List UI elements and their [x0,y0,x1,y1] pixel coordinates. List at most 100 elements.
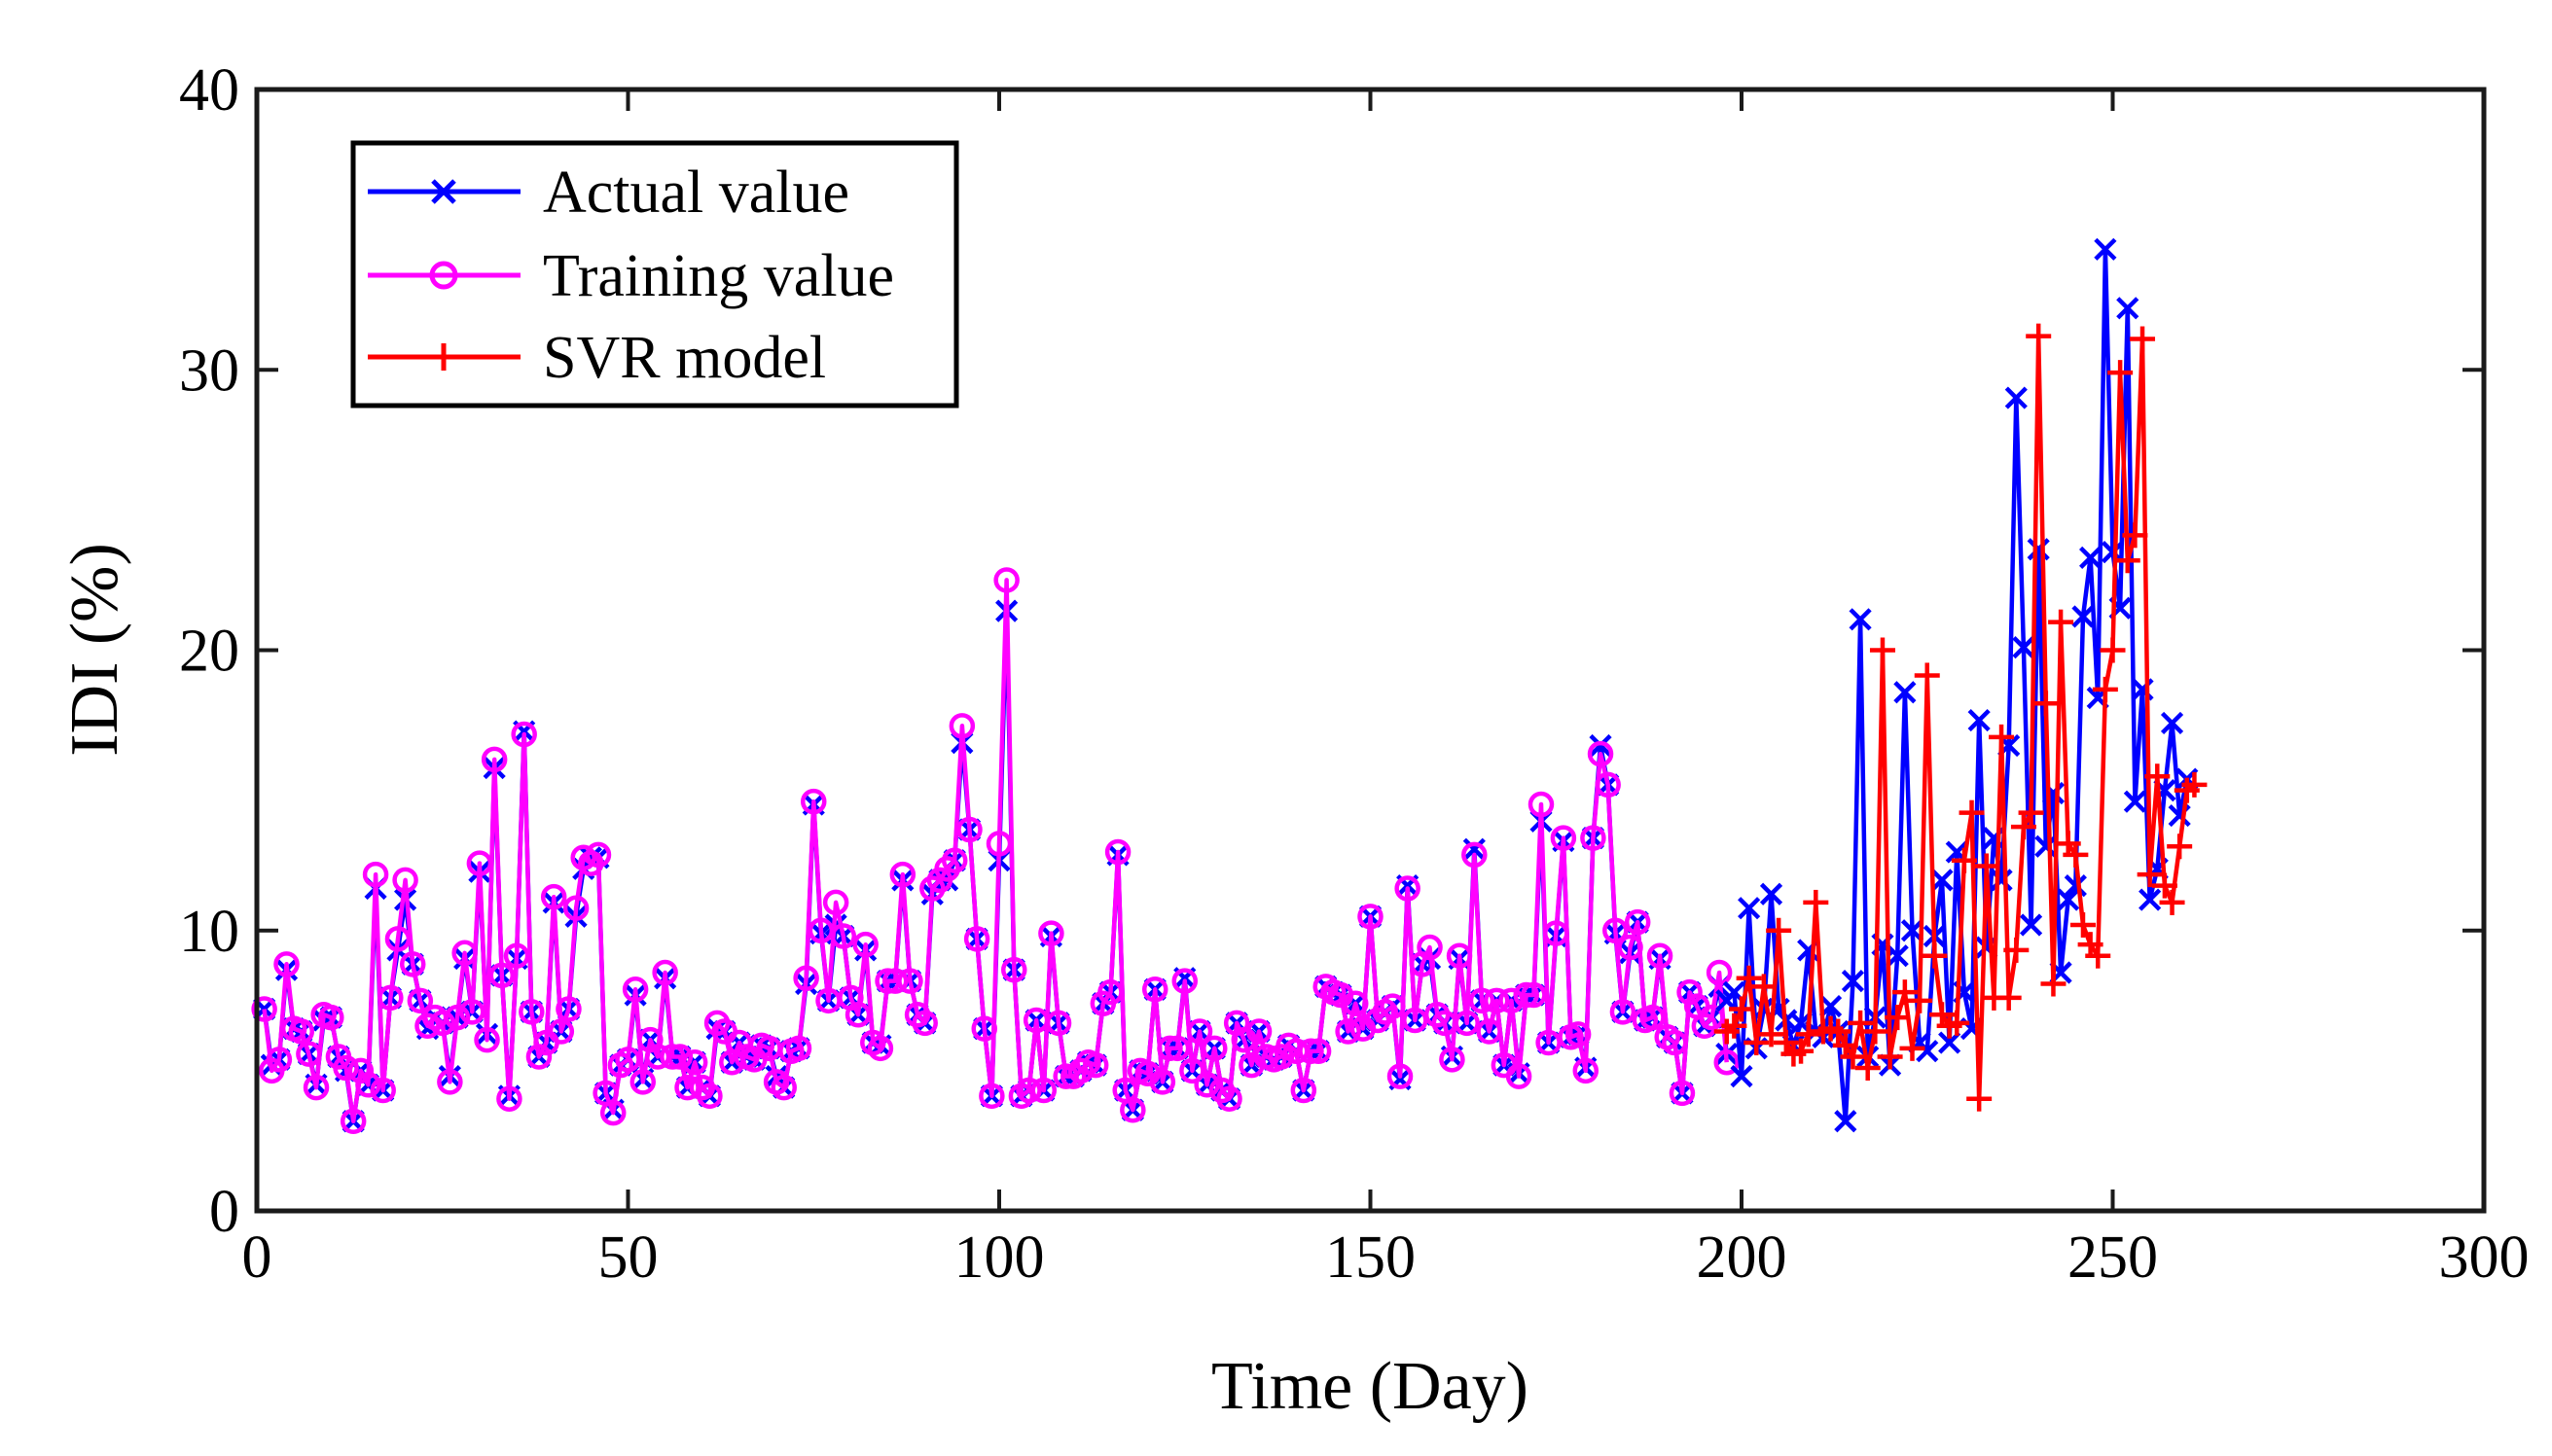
legend-label-actual: Actual value [543,160,849,226]
plus-point-marker [1825,1018,1851,1045]
legend-entry-actual: Actual value [368,160,849,226]
plus-point-marker [2048,609,2074,635]
plus-point-marker [1862,1018,1888,1045]
circle-point-marker [444,1004,471,1031]
x-point-marker [1990,869,2013,892]
circle-point-marker [1676,978,1703,1006]
plus-point-marker [2151,872,2177,899]
circle-point-marker [1468,987,1495,1014]
x-point-marker [2064,874,2087,898]
circle-point-marker [562,895,590,921]
circle-point-marker [793,965,819,992]
circle-point-marker [251,996,277,1022]
x-point-marker [2071,605,2095,628]
circle-point-marker [1082,1051,1109,1079]
plus-point-marker [2018,799,2044,826]
circle-point-marker [941,847,968,873]
circle-point-marker [993,567,1020,593]
y-tick-label: 40 [179,57,239,124]
circle-point-marker [1157,1035,1183,1062]
plus-point-marker [1989,724,2015,750]
circle-point-marker [1639,1004,1666,1031]
circle-point-marker [674,1074,701,1101]
circle-point-marker [1030,1077,1058,1104]
plus-point-marker [2026,323,2052,349]
circle-point-marker [1550,825,1577,851]
plus-point-marker [2092,676,2118,702]
circle-point-marker [1298,1038,1324,1064]
plus-point-marker [1869,637,1895,663]
y-tick-label: 30 [179,337,239,404]
x-point-marker [1938,1031,1961,1054]
circle-point-marker [1202,1035,1228,1062]
x-point-marker [2116,297,2139,320]
circle-point-marker [697,1083,723,1110]
x-tick-label: 50 [598,1225,659,1291]
circle-point-marker [822,889,849,916]
circle-point-marker [1446,942,1473,969]
circle-point-marker [1001,956,1027,983]
circle-point-marker [801,788,827,815]
circle-point-marker [1617,934,1643,961]
circle-point-marker [1104,838,1132,866]
x-point-marker [2057,888,2080,911]
circle-point-marker [540,883,567,910]
circle-point-marker [407,987,434,1014]
x-point-marker [2004,386,2028,409]
circle-point-marker [986,831,1013,857]
plus-point-marker [1891,979,1918,1006]
tick-labels: 0 50 100 150 200 250 300 0 10 20 30 40 [179,57,2530,1291]
plus-point-marker [1899,1035,1925,1061]
legend-label-training: Training value [543,243,894,309]
x-point-marker [1738,897,1761,920]
circle-point-marker [681,1048,708,1076]
x-point-marker [1462,837,1486,861]
plus-point-marker [1729,996,1754,1022]
x-point-marker [2123,790,2146,813]
circle-point-marker [1186,1018,1213,1045]
circle-point-marker [956,816,983,843]
circle-point-marker [1602,917,1629,943]
circle-point-marker [1528,791,1555,818]
circle-point-marker [1454,1010,1480,1037]
x-point-marker [1834,1110,1857,1133]
circle-point-marker [429,1010,455,1037]
x-point-marker [2094,237,2117,261]
x-point-marker [1759,882,1783,906]
plus-point-marker [2010,814,2036,840]
circle-point-marker [318,1004,344,1031]
circle-point-marker [615,1047,641,1073]
circle-point-marker [519,999,545,1025]
circle-point-marker [1461,841,1488,869]
plus-point-marker [1995,984,2022,1011]
circle-point-marker [1164,1035,1191,1062]
plus-point-marker [1803,889,1829,915]
circle-point-marker [1483,987,1510,1014]
series-layer [251,237,2208,1135]
plus-point-marker [1854,1054,1881,1081]
circle-point-marker [1290,1077,1317,1104]
circle-point-marker [1120,1096,1146,1123]
plus-point-marker [2069,911,2096,938]
circle-point-marker [1662,1029,1688,1056]
circle-point-marker [979,1083,1005,1110]
x-point-marker [1967,708,1991,732]
plot-area-frame [254,87,2487,1214]
circle-point-marker [1564,1021,1592,1048]
circle-point-marker [1357,904,1384,930]
circle-point-marker [1305,1038,1332,1064]
plus-point-marker [2167,834,2193,860]
plus-point-marker [2122,522,2148,549]
circle-point-marker [1038,920,1064,946]
circle-point-marker [622,977,649,1003]
circle-point-marker [1097,978,1124,1006]
circle-point-marker [1045,1010,1072,1037]
circle-point-marker [1439,1047,1465,1073]
circle-point-marker [1513,981,1539,1009]
circle-point-marker [273,951,300,977]
circle-point-marker [1394,875,1420,902]
circle-point-marker [370,1077,396,1104]
circle-point-marker [1646,942,1673,969]
plus-point-marker [1736,965,1762,991]
circle-point-marker [1053,1063,1079,1089]
